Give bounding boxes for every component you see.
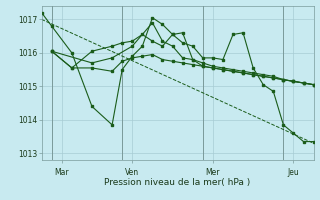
X-axis label: Pression niveau de la mer( hPa ): Pression niveau de la mer( hPa ) [104, 178, 251, 187]
